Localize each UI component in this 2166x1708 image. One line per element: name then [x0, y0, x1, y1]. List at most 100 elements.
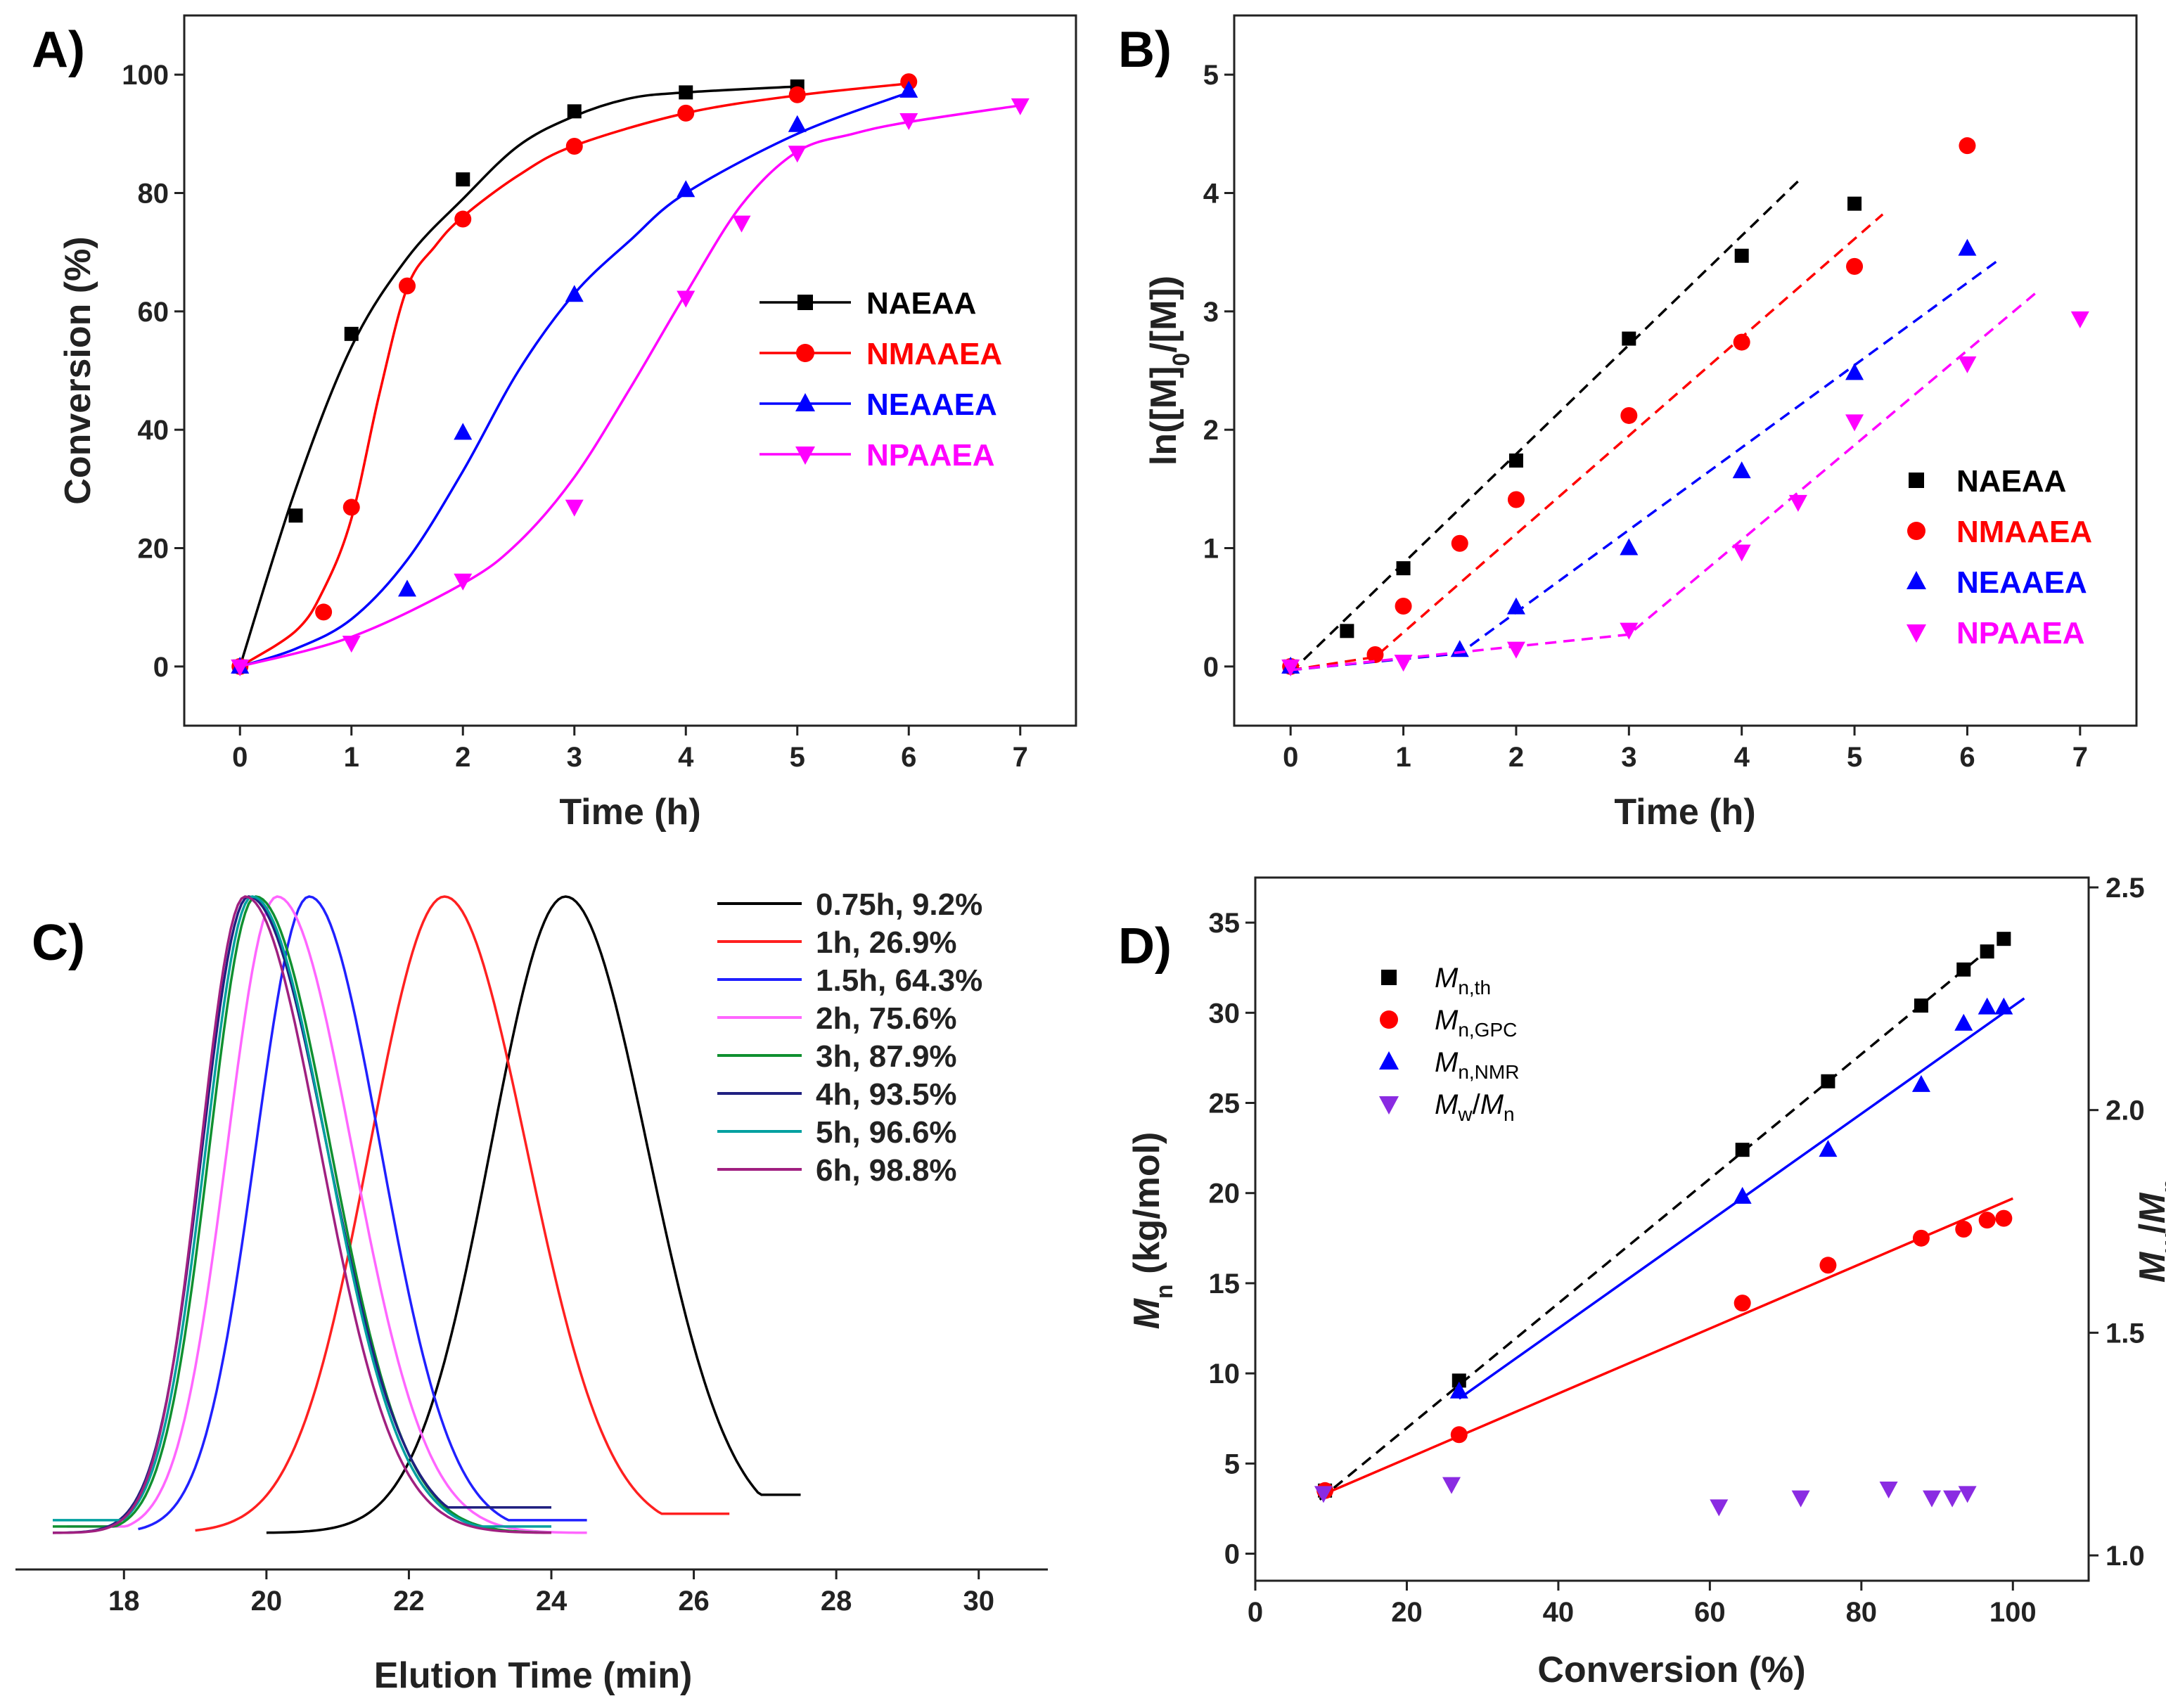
- mn-series-2-point: [1449, 1381, 1468, 1399]
- npaaea-point: [677, 290, 696, 308]
- panel-a-xtick-label: 5: [790, 742, 805, 773]
- mn-series-2-point: [1994, 997, 2013, 1015]
- panel-c-xtick-label: 28: [821, 1586, 852, 1617]
- naeaa-point: [1847, 196, 1862, 211]
- mn-series-0-point: [1980, 944, 1994, 959]
- panel-b-xtick-label: 4: [1734, 742, 1750, 773]
- nmaaea-point: [1451, 534, 1468, 552]
- nmaaea-fit-line: [239, 82, 909, 668]
- nmaaea-point: [342, 499, 360, 516]
- npaaea-point: [565, 499, 584, 517]
- legend-mn-1-label: Mn,GPC: [1435, 1005, 1517, 1041]
- mn-series-0-point: [1914, 999, 1928, 1013]
- panel-a-frame: [183, 14, 1077, 727]
- neaaea-fit-line: [239, 91, 909, 668]
- legend-npaaea-marker: [1907, 624, 1926, 643]
- gpc-trace-2: [138, 895, 587, 1531]
- naeaa-point: [288, 508, 303, 523]
- panel-b-xtick-label: 1: [1395, 742, 1411, 773]
- legend-trace-0-label: 0.75h, 9.2%: [816, 887, 982, 922]
- mn-series-0-point: [1956, 962, 1971, 977]
- panel-d-y2tick-label: 2.0: [2106, 1096, 2145, 1126]
- npaaea-point: [1788, 494, 1807, 512]
- naeaa-point: [1396, 561, 1411, 576]
- legend-trace-4-label: 3h, 87.9%: [816, 1039, 957, 1074]
- panel-a-xtick-label: 2: [455, 742, 470, 773]
- panel-b-ylabel: ln([M]0/[M]): [1143, 276, 1195, 465]
- legend-naeaa-marker: [797, 295, 813, 310]
- mn-series-1-point: [1819, 1257, 1837, 1274]
- panel-d-ytick-label: 20: [1209, 1179, 1241, 1209]
- panel-b: B) Time (h) ln([M]0/[M]) 0 1 2 3 4 5 6 7 0 1 2 3 4 5 N…: [1118, 14, 2138, 833]
- mn-series-2-point: [1954, 1013, 1973, 1031]
- panel-a-xtick-label: 0: [232, 742, 248, 773]
- panel-c-xtick-label: 18: [108, 1586, 140, 1617]
- legend-trace-7-label: 6h, 98.8%: [816, 1153, 957, 1188]
- legend-npaaea-label: NPAAEA: [866, 438, 995, 473]
- gpc-trace-0: [266, 895, 801, 1534]
- mn-series-2-point: [1978, 997, 1997, 1015]
- panel-d-xtick-label: 40: [1543, 1597, 1575, 1628]
- panel-a-ytick-label: 60: [138, 297, 169, 328]
- panel-c: C) Elution Time (min) 18 20 22 24 26 28 30 0.75…: [15, 887, 1048, 1696]
- panel-d-label: D): [1118, 918, 1172, 975]
- mn-series-1-point: [1978, 1212, 1996, 1229]
- legend-mn-3-marker: [1379, 1096, 1399, 1115]
- legend-nmaaea-label: NMAAEA: [1956, 515, 2092, 549]
- mn-series-3-point: [1710, 1499, 1729, 1517]
- mn-series-3-point: [1442, 1477, 1461, 1494]
- mn-series-1-point: [1995, 1209, 2013, 1227]
- panel-b-ytick-label: 1: [1203, 534, 1219, 565]
- legend-naeaa-marker: [1909, 473, 1924, 488]
- naeaa-fit-line: [1289, 180, 1800, 674]
- legend-npaaea-label: NPAAEA: [1956, 616, 2085, 650]
- nmaaea-point: [1395, 597, 1412, 615]
- neaaea-point: [1450, 640, 1469, 657]
- panel-b-xtick-label: 0: [1283, 742, 1298, 773]
- legend-neaaea-marker: [1907, 571, 1926, 589]
- mn-series-0-point: [1735, 1143, 1750, 1157]
- panel-d-xlabel: Conversion (%): [1537, 1650, 1805, 1690]
- neaaea-point: [899, 80, 918, 98]
- npaaea-point: [1506, 641, 1525, 659]
- mn-series-1-fit-line: [1319, 1197, 2013, 1498]
- panel-a-label: A): [32, 22, 85, 78]
- mn-series-0-point: [1997, 932, 2011, 946]
- legend-naeaa-label: NAEAA: [1956, 464, 2066, 499]
- nmaaea-point: [1959, 137, 1976, 155]
- neaaea-point: [454, 423, 473, 440]
- nmaaea-point: [315, 603, 333, 621]
- legend-mn-0-label: Mn,th: [1435, 963, 1491, 999]
- panel-a-ytick-label: 80: [138, 179, 169, 210]
- panel-d: D) Conversion (%) Mn (kg/mol) Mw/Mn 0 20 4…: [1118, 873, 2166, 1690]
- panel-c-xlabel: Elution Time (min): [374, 1655, 693, 1696]
- naeaa-point: [679, 85, 693, 100]
- neaaea-point: [1845, 363, 1864, 380]
- panel-b-label: B): [1118, 22, 1172, 78]
- legend-npaaea-marker: [795, 447, 815, 465]
- npaaea-point: [1394, 655, 1413, 672]
- panel-c-xtick-label: 22: [393, 1586, 425, 1617]
- panel-d-y2tick-label: 1.5: [2106, 1318, 2145, 1349]
- panel-d-ytick-label: 0: [1224, 1539, 1240, 1570]
- naeaa-fit-line: [238, 85, 797, 667]
- gpc-trace-6: [53, 895, 551, 1528]
- naeaa-point: [344, 326, 359, 341]
- npaaea-point: [1011, 98, 1030, 115]
- nmaaea-point: [1846, 257, 1864, 275]
- legend-mn-2-label: Mn,NMR: [1435, 1047, 1519, 1083]
- panel-d-y2tick-label: 2.5: [2106, 873, 2145, 904]
- mn-series-0-point: [1452, 1373, 1466, 1388]
- neaaea-point: [565, 285, 584, 302]
- neaaea-point: [1958, 238, 1977, 256]
- npaaea-point: [1620, 622, 1639, 640]
- panel-c-xtick-label: 24: [536, 1586, 568, 1617]
- panel-b-frame: [1233, 14, 2138, 727]
- naeaa-point: [456, 172, 470, 187]
- mn-series-3-point: [1958, 1486, 1977, 1503]
- legend-trace-3-label: 2h, 75.6%: [816, 1001, 957, 1036]
- legend-trace-5-label: 4h, 93.5%: [816, 1077, 957, 1112]
- neaaea-point: [677, 180, 696, 198]
- mn-series-2-point: [1911, 1074, 1930, 1092]
- neaaea-point: [1732, 461, 1751, 479]
